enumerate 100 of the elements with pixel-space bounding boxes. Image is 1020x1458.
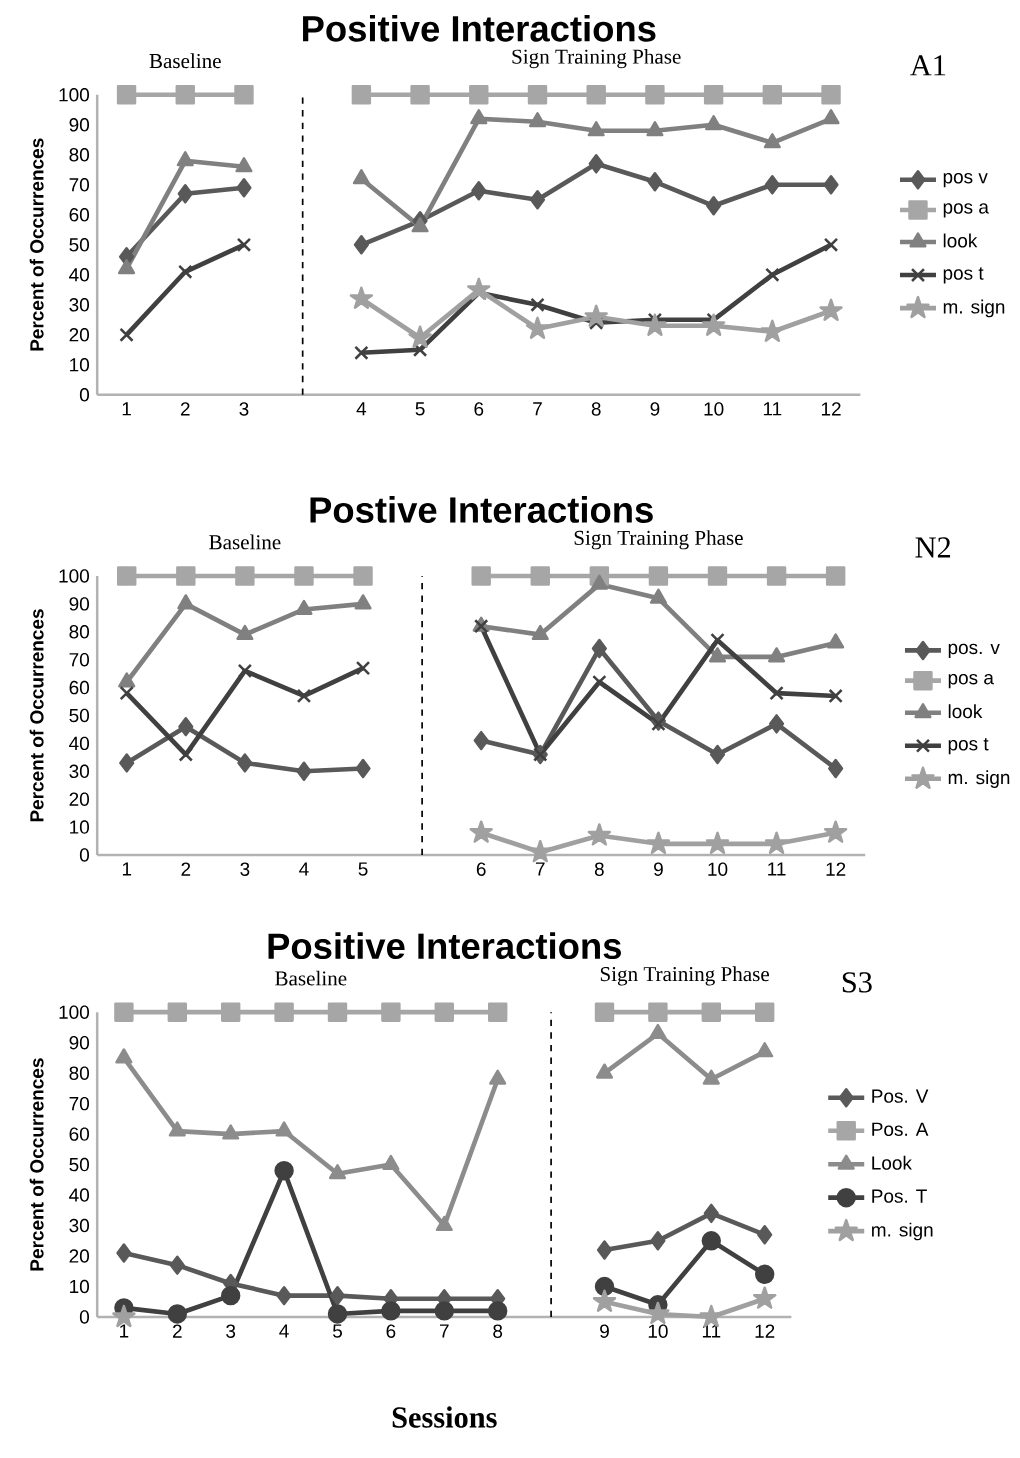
x-tick-label: 1 [120,1324,129,1338]
y-tick-label: 70 [69,178,90,192]
legend-label: Pos. T [872,1189,927,1203]
y-tick-label: 70 [69,1096,90,1111]
y-tick-label: 0 [79,848,90,862]
y-tick-label: 90 [69,597,90,611]
y-tick-label: 50 [69,1157,90,1172]
legend-label: pos a [943,203,989,218]
text: Baseline [275,970,347,986]
x-tick-label: 10 [648,1324,668,1338]
y-tick-label: 100 [59,88,90,102]
y-tick-label: 70 [69,652,90,667]
x-tick-label: 7 [535,862,545,876]
text: Sign Training Phase [600,966,769,986]
legend-label: look [948,704,983,719]
x-tick-label: 9 [600,1324,609,1338]
legend-label: Look [872,1155,912,1170]
y-tick-label: 60 [69,680,90,695]
x-tick-label: 11 [763,402,782,416]
legend-label: pos a [948,673,994,689]
legend-label: look [943,233,978,248]
y-tick-label: 100 [59,1005,90,1019]
y-tick-label: 40 [69,736,90,751]
y-axis-title: Percent of Occurrences [29,1058,44,1271]
x-tick-label: 2 [180,402,190,416]
y-tick-label: 40 [69,1188,90,1202]
legend-label: pos t [943,267,984,284]
text: A1 [910,55,946,76]
x-tick-label: 3 [239,402,249,416]
x-tick-label: 5 [358,862,368,876]
y-tick-label: 80 [69,148,90,162]
y-tick-label: 40 [69,268,90,282]
y-tick-label: 30 [69,1218,90,1233]
x-tick-label: 4 [279,1324,289,1338]
x-tick-label: 12 [755,1324,775,1338]
x-tick-label: 10 [704,402,724,416]
text: Sign Training Phase [512,48,681,69]
y-tick-label: 0 [79,1310,90,1324]
x-tick-label: 1 [122,402,131,416]
x-tick-label: 2 [181,862,191,876]
x-tick-label: 9 [650,402,660,416]
chart-title: Positive Interactions [303,14,656,42]
x-tick-label: 1 [122,862,132,876]
y-tick-label: 100 [59,569,90,583]
x-tick-label: 8 [591,402,601,416]
y-tick-label: 0 [79,388,90,402]
legend-label: pos t [948,738,989,755]
text: Sign Training Phase [574,530,743,550]
y-tick-label: 90 [69,1035,90,1050]
x-tick-label: 7 [533,402,542,416]
x-tick-label: 5 [332,1324,342,1338]
y-tick-label: 90 [69,118,90,132]
y-tick-label: 80 [69,625,90,639]
y-tick-label: 10 [70,820,90,834]
x-tick-label: 3 [226,1324,236,1338]
y-tick-label: 80 [69,1066,90,1080]
x-tick-label: 6 [386,1324,396,1338]
y-tick-label: 20 [69,792,90,806]
x-tick-label: 11 [702,1324,721,1338]
x-tick-label: 12 [826,862,846,876]
x-tick-label: 7 [439,1324,449,1338]
y-tick-label: 30 [69,764,90,779]
y-tick-label: 30 [69,298,90,312]
x-tick-label: 2 [172,1324,182,1338]
chart-title: Positive Interactions [268,932,621,960]
y-tick-label: 50 [69,238,90,252]
text: Baseline [209,534,281,550]
y-tick-label: 50 [69,708,90,723]
x-axis-title: Sessions [392,1406,497,1428]
legend-label: m. sign [872,1222,933,1241]
x-tick-label: 8 [493,1324,503,1338]
text: Baseline [149,53,221,69]
y-tick-label: 20 [69,1249,90,1263]
x-tick-label: 6 [476,862,486,876]
y-tick-label: 60 [69,1127,90,1141]
x-tick-label: 10 [708,862,728,876]
x-tick-label: 9 [654,862,663,876]
legend-label: pos v [943,173,988,188]
legend-label: pos. v [948,643,1000,658]
chart-title: Postive Interactions [310,496,653,523]
y-axis-title: Percent of Occurrences [29,609,44,822]
x-tick-label: 12 [821,402,841,416]
x-tick-label: 4 [299,862,309,876]
text: S3 [842,972,872,993]
x-tick-label: 4 [356,402,367,416]
x-tick-label: 3 [240,862,250,876]
text: N2 [915,537,951,558]
x-tick-label: 8 [594,862,604,876]
legend-label: Pos. V [872,1089,929,1103]
y-tick-label: 60 [69,208,90,222]
legend-label: m. sign [948,770,1010,789]
legend-label: m. sign [943,299,1005,318]
legend-label: Pos. A [872,1122,929,1136]
x-tick-label: 5 [415,402,425,416]
x-tick-label: 11 [768,862,786,876]
y-tick-label: 20 [69,328,90,342]
y-tick-label: 10 [70,358,90,372]
x-tick-label: 6 [474,402,484,416]
y-tick-label: 10 [70,1279,90,1294]
y-axis-title: Percent of Occurrences [29,138,44,351]
